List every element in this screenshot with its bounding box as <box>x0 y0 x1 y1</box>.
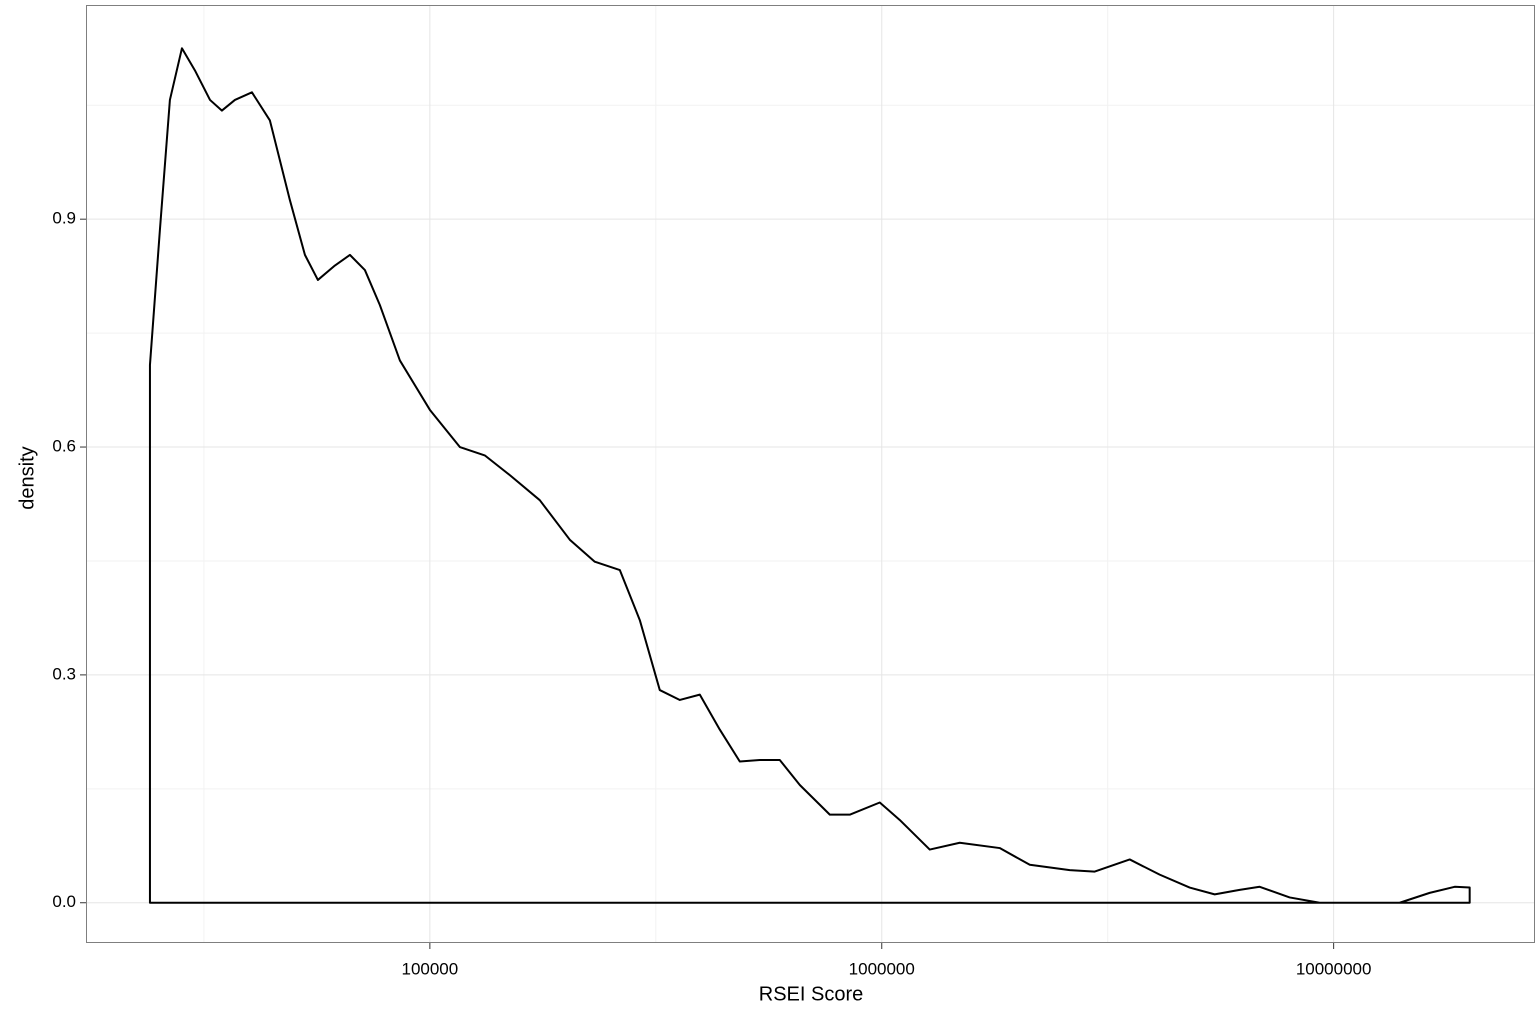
x-tick-label: 10000000 <box>1296 959 1372 978</box>
y-tick-label: 0.6 <box>52 437 76 456</box>
y-tick-label: 0.0 <box>52 892 76 911</box>
y-tick-label: 0.9 <box>52 209 76 228</box>
panel <box>86 5 1535 943</box>
x-axis-title: RSEI Score <box>759 983 863 1005</box>
density-area <box>148 47 1471 904</box>
y-tick-label: 0.3 <box>52 664 76 683</box>
x-tick-label: 1000000 <box>849 959 915 978</box>
y-axis-title: density <box>16 446 38 509</box>
x-tick-label: 100000 <box>401 959 458 978</box>
